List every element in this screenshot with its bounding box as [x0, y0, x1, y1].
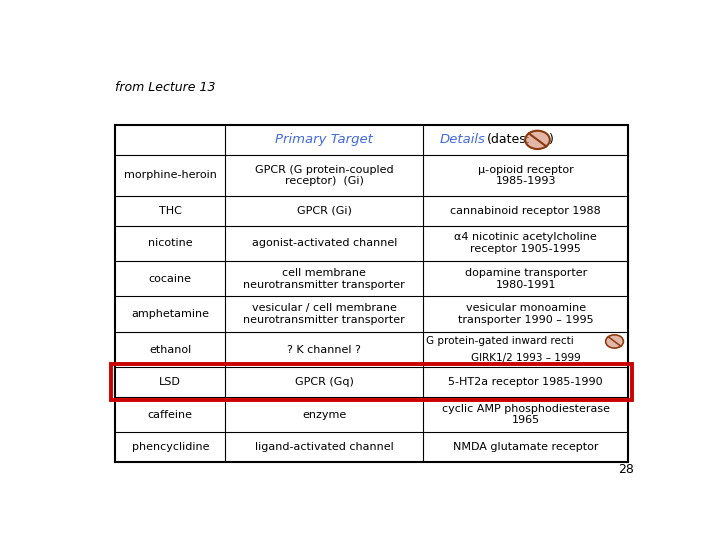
Text: cyclic AMP phosphodiesterase
1965: cyclic AMP phosphodiesterase 1965	[442, 404, 610, 426]
Text: cannabinoid receptor 1988: cannabinoid receptor 1988	[451, 206, 601, 216]
Text: NMDA glutamate receptor: NMDA glutamate receptor	[453, 442, 598, 452]
Text: GPCR (Gi): GPCR (Gi)	[297, 206, 352, 216]
Text: Primary Target: Primary Target	[275, 133, 373, 146]
Circle shape	[526, 131, 550, 149]
Text: vesicular / cell membrane
neurotransmitter transporter: vesicular / cell membrane neurotransmitt…	[243, 303, 405, 325]
Text: ligand-activated channel: ligand-activated channel	[255, 442, 394, 452]
Text: agonist-activated channel: agonist-activated channel	[251, 238, 397, 248]
Text: morphine-heroin: morphine-heroin	[124, 170, 217, 180]
Text: α4 nicotinic acetylcholine
receptor 1905-1995: α4 nicotinic acetylcholine receptor 1905…	[454, 232, 597, 254]
Text: 28: 28	[618, 463, 634, 476]
Text: vesicular monoamine
transporter 1990 – 1995: vesicular monoamine transporter 1990 – 1…	[458, 303, 593, 325]
Text: G protein-gated inward recti: G protein-gated inward recti	[426, 336, 574, 347]
Text: ? K channel ?: ? K channel ?	[287, 345, 361, 355]
Text: GPCR (G protein-coupled
receptor)  (Gi): GPCR (G protein-coupled receptor) (Gi)	[255, 165, 394, 186]
Text: GIRK1/2 1993 – 1999: GIRK1/2 1993 – 1999	[471, 353, 580, 363]
Circle shape	[606, 335, 624, 348]
Text: from Lecture 13: from Lecture 13	[115, 81, 215, 94]
Text: LSD: LSD	[159, 377, 181, 387]
Text: ): )	[549, 133, 554, 146]
Text: enzyme: enzyme	[302, 410, 346, 420]
Text: dopamine transporter
1980-1991: dopamine transporter 1980-1991	[464, 268, 587, 289]
Text: nicotine: nicotine	[148, 238, 193, 248]
Text: (dates:: (dates:	[487, 133, 531, 146]
Text: amphetamine: amphetamine	[131, 309, 210, 319]
Text: μ-opioid receptor
1985-1993: μ-opioid receptor 1985-1993	[478, 165, 574, 186]
Text: ethanol: ethanol	[149, 345, 192, 355]
Text: 5-HT2a receptor 1985-1990: 5-HT2a receptor 1985-1990	[449, 377, 603, 387]
Text: cocaine: cocaine	[149, 274, 192, 284]
Text: caffeine: caffeine	[148, 410, 193, 420]
Text: cell membrane
neurotransmitter transporter: cell membrane neurotransmitter transport…	[243, 268, 405, 289]
Text: phencyclidine: phencyclidine	[132, 442, 209, 452]
Text: THC: THC	[159, 206, 181, 216]
Text: Details: Details	[440, 133, 486, 146]
Text: GPCR (Gq): GPCR (Gq)	[295, 377, 354, 387]
